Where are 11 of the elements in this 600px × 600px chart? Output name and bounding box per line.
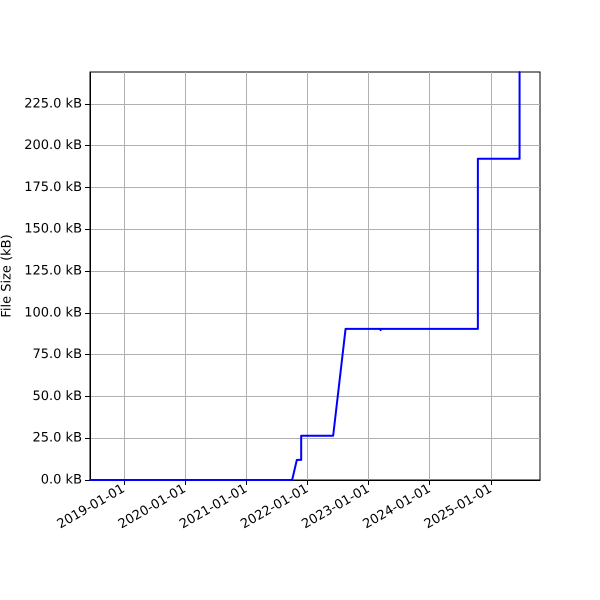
y-tick-label: 125.0 kB [24,263,82,278]
y-tick-label: 200.0 kB [24,138,82,154]
y-tick-label: 50.0 kB [32,388,82,404]
y-axis-title: File Size (kB) [0,234,14,318]
y-tick-label: 100.0 kB [24,305,82,320]
y-tick-label: 225.0 kB [24,96,82,112]
y-tick-label: 0.0 kB [40,472,82,488]
y-tick-label: 25.0 kB [32,430,82,446]
y-tick-label: 175.0 kB [24,180,82,195]
y-tick-label: 75.0 kB [32,347,82,362]
y-tick-label: 150.0 kB [24,222,82,237]
